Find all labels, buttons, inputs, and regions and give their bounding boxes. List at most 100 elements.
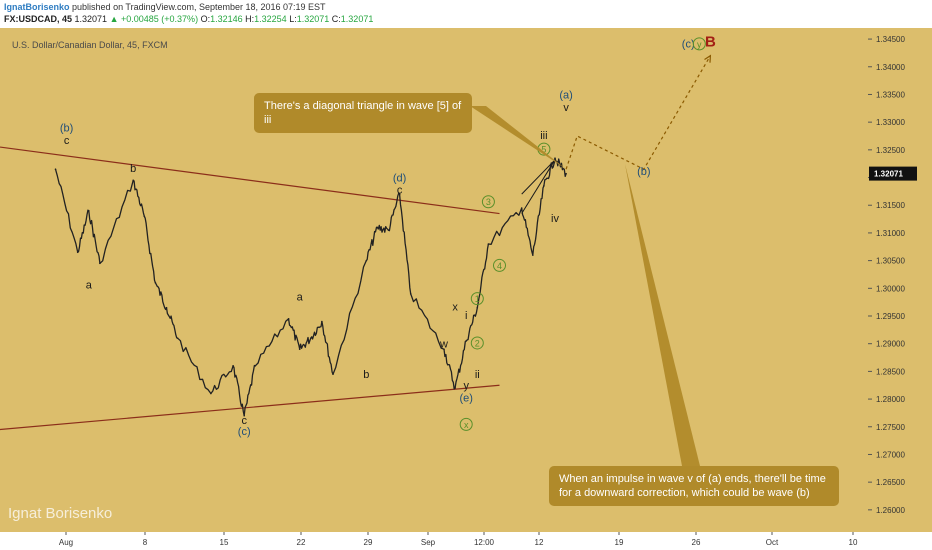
- price-point: [332, 373, 334, 375]
- y-tick-label: 1.31500: [876, 201, 905, 210]
- change-value: ▲ +0.00485 (+0.37%): [109, 14, 199, 24]
- price-point: [465, 340, 468, 342]
- time-axis[interactable]: [0, 532, 932, 550]
- x-tick-label: Oct: [766, 538, 779, 547]
- symbol-label: FX:USDCAD, 45: [4, 14, 73, 24]
- wave-label: (a): [559, 89, 572, 101]
- price-point: [54, 168, 57, 171]
- x-axis-ticks: Aug 8 15 22 29 Sep 12:00 12 19 26 Oct 10: [59, 532, 858, 547]
- author-watermark: Ignat Borisenko: [8, 505, 113, 522]
- wave-label: i: [465, 310, 467, 322]
- wave-label: (c): [682, 38, 695, 50]
- x-tick-label: 12:00: [474, 538, 495, 547]
- price-point: [154, 281, 157, 284]
- wave-circle: [470, 336, 484, 350]
- trendline: [0, 146, 500, 215]
- y-tick-label: 1.33500: [876, 90, 905, 99]
- price-point: [443, 348, 445, 351]
- price-point: [310, 337, 312, 339]
- price-point: [76, 251, 79, 254]
- y-tick-label: 1.33000: [876, 118, 905, 127]
- close-label: C:: [331, 14, 341, 24]
- price-point: [254, 365, 257, 367]
- bubble-pointers: [470, 106, 700, 466]
- wave-labels: (b)cbaabc(c)(d)cxwiiiy(e)x12345iiiiv(a)v…: [60, 33, 716, 438]
- trendline: [521, 159, 556, 214]
- chart-title: U.S. Dollar/Canadian Dollar, 45, FXCM: [12, 40, 168, 50]
- wave-circle: [459, 417, 473, 431]
- wave-label: (b): [60, 123, 73, 135]
- y-tick-label: 1.34500: [876, 35, 905, 44]
- y-tick-label: 1.28000: [876, 395, 905, 404]
- projection-path: [565, 54, 712, 170]
- wave-label: (e): [459, 392, 472, 404]
- y-tick-label: 1.28500: [876, 367, 905, 376]
- open-label: O:: [200, 14, 211, 24]
- x-tick-label: 26: [692, 538, 701, 547]
- projection-arrowhead: [704, 54, 712, 63]
- trendlines: [0, 146, 556, 431]
- last-price-label: 1.32071: [874, 170, 903, 179]
- last-price: 1.32071: [74, 14, 108, 24]
- low-value: 1.32071: [296, 14, 330, 24]
- price-point: [210, 392, 212, 395]
- wave-circle: [470, 292, 484, 306]
- y-tick-label: 1.34000: [876, 63, 905, 72]
- wave-label: (b): [637, 166, 650, 178]
- x-tick-label: 8: [143, 538, 148, 547]
- price-point: [476, 306, 479, 309]
- wave-label: c: [241, 415, 247, 427]
- x-tick-label: 15: [220, 538, 229, 547]
- wave-label: b: [130, 163, 136, 175]
- wave-label: (d): [393, 172, 406, 184]
- wave-circle: [481, 195, 495, 209]
- price-point: [321, 320, 323, 323]
- annotation-text-1: There's a diagonal triangle in wave [5] …: [264, 100, 462, 126]
- price-axis[interactable]: [868, 28, 932, 532]
- x-tick-label: 10: [849, 538, 858, 547]
- wave-label: y: [463, 380, 469, 392]
- annotation-bubble-triangle: There's a diagonal triangle in wave [5] …: [254, 93, 472, 133]
- y-tick-label: 1.27000: [876, 450, 905, 459]
- wave-label: 4: [497, 261, 502, 271]
- trendline: [521, 159, 556, 195]
- y-tick-label: 1.31000: [876, 229, 905, 238]
- wave-label: a: [86, 279, 93, 291]
- wave-label: (c): [238, 426, 251, 438]
- y-tick-label: 1.29000: [876, 340, 905, 349]
- wave-label: iv: [551, 213, 559, 225]
- price-point: [165, 306, 168, 309]
- wave-label: x: [464, 420, 469, 430]
- ohlc-bar: FX:USDCAD, 45 1.32071 ▲ +0.00485 (+0.37%…: [4, 14, 373, 24]
- y-tick-label: 1.26500: [876, 478, 905, 487]
- wave-circle: [493, 258, 506, 272]
- wave-label: x: [452, 301, 458, 313]
- price-point: [99, 262, 101, 265]
- price-point: [376, 226, 379, 229]
- x-tick-label: 19: [615, 538, 624, 547]
- annotation-bubble-correction: When an impulse in wave v of (a) ends, t…: [549, 466, 839, 506]
- price-point: [132, 179, 134, 182]
- low-label: L:: [289, 14, 297, 24]
- wave-label: 3: [486, 197, 491, 207]
- wave-label: c: [64, 135, 70, 147]
- bubble-pointer-1: [470, 106, 566, 169]
- publish-info: IgnatBorisenko published on TradingView.…: [4, 2, 326, 12]
- price-point: [532, 254, 534, 256]
- price-point: [88, 209, 90, 212]
- price-point: [298, 348, 301, 351]
- price-point: [543, 185, 545, 187]
- wave-circle: [692, 37, 706, 51]
- username-link[interactable]: IgnatBorisenko: [4, 2, 70, 12]
- y-tick-label: 1.29500: [876, 312, 905, 321]
- y-axis-ticks: 1.34500 1.34000 1.33500 1.33000 1.32500 1.320…: [868, 35, 917, 515]
- wave-label: c: [397, 185, 403, 197]
- x-tick-label: Sep: [421, 538, 436, 547]
- wave-label: B: [705, 33, 716, 50]
- y-tick-label: 1.27500: [876, 423, 905, 432]
- annotation-text-2: When an impulse in wave v of (a) ends, t…: [559, 473, 826, 499]
- price-point: [520, 207, 523, 209]
- publish-text: published on TradingView.com, September …: [72, 2, 326, 12]
- close-value: 1.32071: [340, 14, 374, 24]
- projection-line: [565, 55, 711, 170]
